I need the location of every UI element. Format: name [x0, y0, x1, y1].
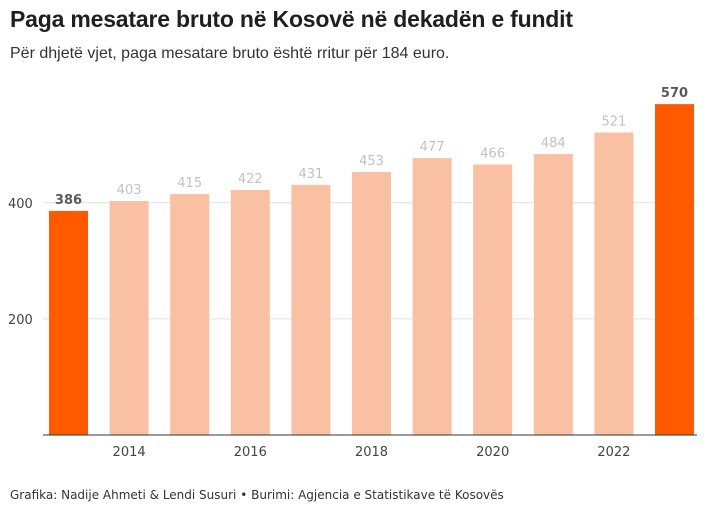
bar: [412, 158, 452, 435]
x-tick-labels: 2014 2016 2018 2020 2022: [113, 445, 631, 460]
value-labels: 386 403 415 422 431 453 477 466 484 521 570: [55, 86, 688, 208]
value-label: 477: [420, 140, 445, 155]
value-label: 484: [541, 136, 566, 151]
bar: [655, 104, 694, 436]
x-tick-label: 2020: [476, 445, 509, 460]
value-label: 521: [601, 115, 626, 130]
bar: [533, 154, 573, 435]
bar: [291, 184, 331, 435]
value-label: 453: [359, 154, 384, 169]
value-label: 466: [480, 146, 505, 161]
bar: [473, 164, 513, 435]
bar: [230, 190, 270, 435]
chart-title: Paga mesatare bruto në Kosovë në dekadën…: [10, 6, 573, 32]
source-footer: Grafika: Nadije Ahmeti & Lendi Susuri • …: [10, 488, 504, 502]
bars: [49, 104, 694, 436]
bar: [109, 201, 149, 435]
x-tick-label: 2022: [597, 445, 630, 460]
y-tick-label: 200: [8, 313, 33, 328]
x-tick-label: 2018: [355, 445, 388, 460]
value-label: 431: [298, 167, 323, 182]
value-label: 403: [117, 183, 142, 198]
bar: [170, 194, 210, 435]
value-label: 386: [55, 193, 82, 208]
y-tick-label: 400: [8, 197, 33, 212]
value-label: 570: [661, 86, 688, 101]
x-tick-label: 2014: [113, 445, 146, 460]
value-label: 422: [238, 172, 263, 187]
chart-subtitle: Për dhjetë vjet, paga mesatare bruto ësh…: [10, 45, 450, 62]
bar: [49, 210, 88, 435]
bar: [594, 132, 634, 435]
bar: [352, 172, 391, 435]
bar-chart: 200 400 386 403 415 422 431 453 477 466 484 521 570…: [8, 86, 697, 460]
y-tick-labels: 200 400: [8, 197, 33, 328]
value-label: 415: [177, 176, 202, 191]
x-tick-label: 2016: [234, 445, 267, 460]
